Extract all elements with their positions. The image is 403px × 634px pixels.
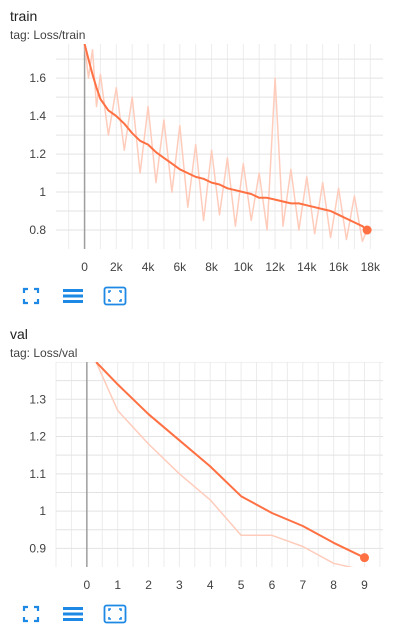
fullscreen-icon <box>22 287 40 305</box>
y-tick-label: 1.6 <box>29 71 46 85</box>
fit-domain-icon <box>103 286 127 306</box>
val-card: val tag: Loss/val 0 1 2 3 4 5 6 7 8 9 0.9 1 1.1 1.2 1.… <box>0 318 403 634</box>
x-tick-label: 5 <box>238 578 245 592</box>
smoothed-series-line <box>95 362 365 559</box>
train-chart-svg[interactable]: 0 2k 4k 6k 8k 10k 12k 14k 16k 18k 0.8 1 1.2 1.4 1.6 <box>0 44 403 284</box>
toggle-log-button[interactable] <box>60 285 86 307</box>
y-tick-label: 1.3 <box>29 392 46 406</box>
x-tick-label: 3 <box>176 578 183 592</box>
y-tick-label: 1.2 <box>29 430 46 444</box>
smoothed-series-line <box>83 44 368 231</box>
last-point-marker <box>359 553 369 563</box>
x-tick-label: 0 <box>84 578 91 592</box>
val-chart[interactable]: 0 1 2 3 4 5 6 7 8 9 0.9 1 1.1 1.2 1.3 <box>0 362 403 602</box>
x-tick-label: 6k <box>173 260 187 274</box>
raw-series-line <box>83 44 368 243</box>
x-tick-label: 9 <box>361 578 368 592</box>
chart-toolbar <box>18 603 128 625</box>
x-tick-label: 2 <box>145 578 152 592</box>
y-tick-label: 0.9 <box>29 541 46 555</box>
lines-icon <box>63 289 83 303</box>
card-title: val <box>10 326 28 342</box>
x-tick-label: 2k <box>110 260 124 274</box>
x-tick-label: 4k <box>142 260 156 274</box>
fullscreen-button[interactable] <box>18 603 44 625</box>
raw-series-line <box>95 362 354 567</box>
x-tick-label: 12k <box>265 260 285 274</box>
card-tag: tag: Loss/train <box>10 28 86 42</box>
x-tick-label: 4 <box>207 578 214 592</box>
y-tick-label: 1.4 <box>29 109 46 123</box>
fit-domain-icon <box>103 604 127 624</box>
x-tick-label: 16k <box>329 260 349 274</box>
x-tick-label: 1 <box>114 578 121 592</box>
x-tick-label: 6 <box>269 578 276 592</box>
card-title: train <box>10 8 38 24</box>
fit-domain-button[interactable] <box>102 603 128 625</box>
train-chart[interactable]: 0 2k 4k 6k 8k 10k 12k 14k 16k 18k 0.8 1 1.2 1.4 1.6 <box>0 44 403 284</box>
train-card: train tag: Loss/train 0 2k 4k 6k 8k 10k 12k 14k… <box>0 0 403 312</box>
y-tick-label: 1.1 <box>29 467 46 481</box>
x-tick-label: 0 <box>81 260 88 274</box>
toggle-log-button[interactable] <box>60 603 86 625</box>
y-tick-label: 1 <box>39 504 46 518</box>
x-tick-label: 8 <box>330 578 337 592</box>
x-tick-label: 18k <box>361 260 381 274</box>
chart-toolbar <box>18 285 128 307</box>
x-tick-label: 14k <box>297 260 317 274</box>
fullscreen-button[interactable] <box>18 285 44 307</box>
val-chart-svg[interactable]: 0 1 2 3 4 5 6 7 8 9 0.9 1 1.1 1.2 1.3 <box>0 362 403 602</box>
card-tag: tag: Loss/val <box>10 346 78 360</box>
y-tick-label: 1 <box>39 185 46 199</box>
y-tick-label: 1.2 <box>29 147 46 161</box>
fullscreen-icon <box>22 605 40 623</box>
lines-icon <box>63 607 83 621</box>
x-tick-label: 7 <box>299 578 306 592</box>
y-tick-label: 0.8 <box>29 223 46 237</box>
last-point-marker <box>362 225 372 235</box>
x-tick-label: 8k <box>205 260 219 274</box>
x-tick-label: 10k <box>234 260 254 274</box>
fit-domain-button[interactable] <box>102 285 128 307</box>
